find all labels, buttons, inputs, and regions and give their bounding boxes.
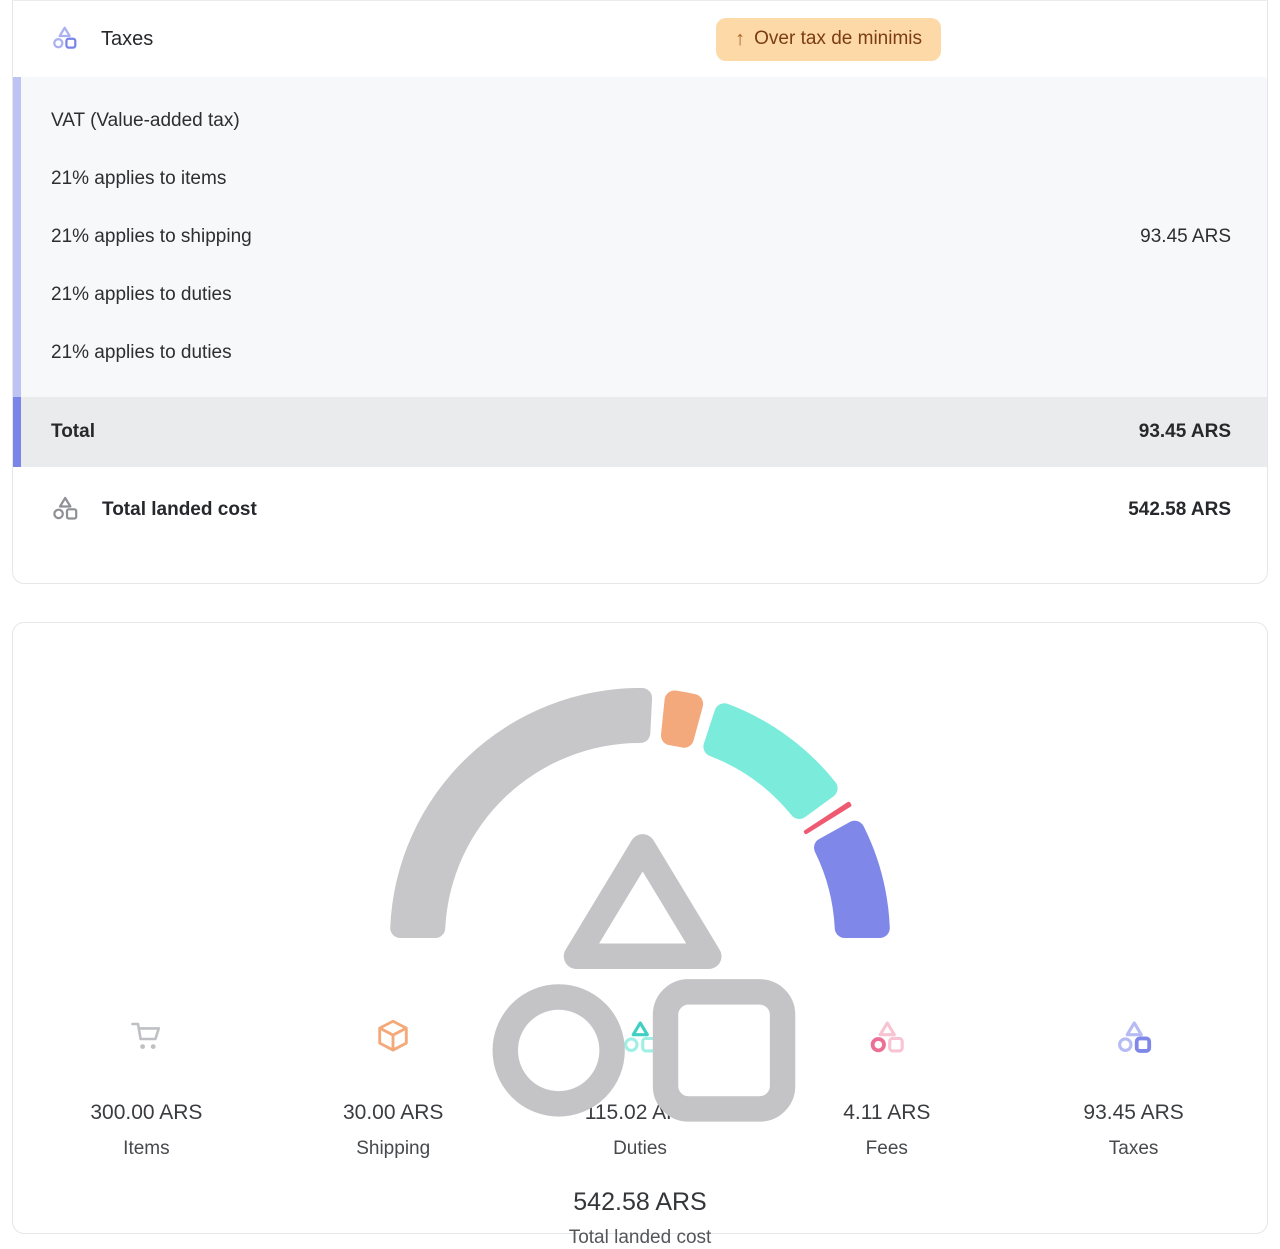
tax-breakdown-section: VAT (Value-added tax) 21% applies to ite… [13, 77, 1267, 397]
taxes-total-row: Total 93.45 ARS [13, 397, 1267, 467]
total-value: 93.45 ARS [1138, 421, 1231, 442]
gauge-shapes-icon [462, 799, 818, 1139]
breakdown-label: 21% applies to duties [51, 284, 232, 305]
taxes-header: Taxes ↑ Over tax de minimis [13, 1, 1267, 77]
stat-label: Shipping [356, 1138, 431, 1159]
breakdown-row: 21% applies to items [51, 150, 1231, 208]
taxes-shapes-icon [51, 24, 78, 55]
shapes-icon-taxes [1010, 1013, 1257, 1059]
stat-value: 4.11 ARS [843, 1101, 931, 1124]
stat-value: 93.45 ARS [1083, 1101, 1184, 1124]
cost-stats-row: 300.00 ARS Items 30.00 ARS Shipping [13, 963, 1267, 1160]
landed-cost-value: 542.58 ARS [1128, 499, 1231, 520]
stat-label: Fees [865, 1138, 908, 1159]
breakdown-row: 21% applies to duties [51, 324, 1231, 382]
breakdown-label: VAT (Value-added tax) [51, 110, 240, 131]
cart-icon [23, 1013, 270, 1059]
gauge-total-value: 542.58 ARS [573, 1188, 707, 1216]
landed-cost-chart-card: 542.58 ARS Total landed cost 300.00 ARS … [12, 622, 1268, 1248]
shapes-icon-fees [763, 1013, 1010, 1059]
gauge-segment-items [390, 687, 653, 939]
gauge-segment-fees [803, 801, 852, 835]
stat-taxes: 93.45 ARS Taxes [1010, 1013, 1257, 1160]
breakdown-row: 21% applies to duties [51, 266, 1231, 324]
breakdown-label: 21% applies to shipping [51, 226, 252, 247]
package-icon [270, 1013, 517, 1059]
gauge-area: 542.58 ARS Total landed cost [13, 623, 1267, 1248]
gauge-segment-duties [703, 703, 838, 819]
gauge-segment-shipping [660, 690, 704, 748]
stat-items: 300.00 ARS Items [23, 1013, 270, 1160]
breakdown-row: 21% applies to shipping 93.45 ARS [51, 208, 1231, 266]
stat-value: 30.00 ARS [342, 1101, 444, 1124]
landed-cost-shapes-icon [51, 494, 79, 526]
gauge-total-label: Total landed cost [568, 1227, 712, 1248]
landed-cost-gauge [390, 687, 890, 939]
stat-label: Duties [613, 1138, 667, 1159]
breakdown-row: VAT (Value-added tax) [51, 92, 1231, 150]
total-landed-cost-row: Total landed cost 542.58 ARS [13, 467, 1267, 583]
over-tax-de-minimis-badge: ↑ Over tax de minimis [716, 17, 941, 61]
badge-label: Over tax de minimis [754, 28, 922, 49]
stat-label: Items [123, 1138, 170, 1159]
stat-shipping: 30.00 ARS Shipping [270, 1013, 517, 1160]
landed-cost-label: Total landed cost [102, 499, 257, 520]
stat-value: 300.00 ARS [90, 1101, 203, 1124]
breakdown-label: 21% applies to duties [51, 342, 232, 363]
breakdown-value: 93.45 ARS [1140, 226, 1231, 247]
taxes-card: Taxes ↑ Over tax de minimis VAT (Value-a… [12, 0, 1268, 584]
taxes-title: Taxes [101, 27, 154, 50]
stat-fees: 4.11 ARS Fees [763, 1013, 1010, 1160]
stat-label: Taxes [1108, 1138, 1159, 1159]
gauge-segment-taxes [814, 820, 890, 939]
arrow-up-icon: ↑ [735, 27, 746, 50]
breakdown-label: 21% applies to items [51, 168, 227, 189]
total-label: Total [51, 421, 95, 442]
gauge-center: 542.58 ARS Total landed cost [430, 799, 850, 1249]
